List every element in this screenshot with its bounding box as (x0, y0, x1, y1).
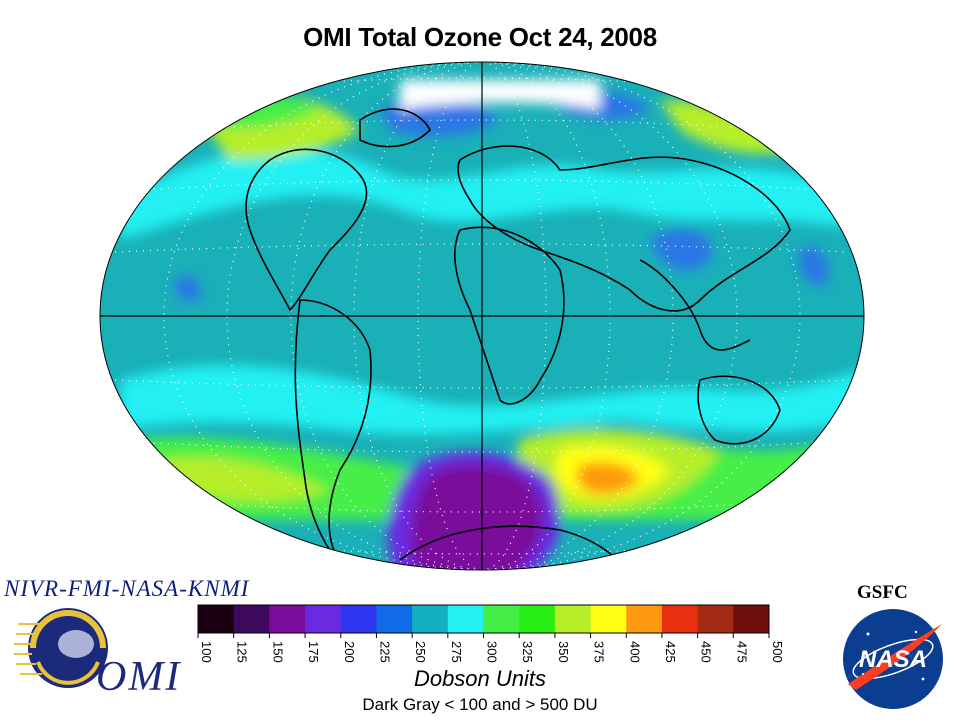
gsfc-label: GSFC (857, 582, 908, 603)
colorbar-tick-label: 175 (306, 641, 321, 663)
colorbar-swatch (733, 605, 770, 633)
colorbar-swatches (198, 605, 770, 633)
range-note: Dark Gray < 100 and > 500 DU (362, 695, 598, 714)
colorbar-tick-label: 125 (235, 641, 250, 663)
colorbar-tick-label: 200 (342, 641, 357, 663)
colorbar-tick-label: 250 (413, 641, 428, 663)
nasa-logo-text: NASA (859, 646, 927, 673)
colorbar-tick-label: 500 (770, 641, 785, 663)
map-title: OMI Total Ozone Oct 24, 2008 (303, 22, 657, 52)
colorbar-swatch (198, 605, 235, 633)
omi-logo (14, 608, 108, 688)
colorbar-swatch (554, 605, 592, 633)
units-label: Dobson Units (413, 666, 547, 691)
colorbar-tick-label: 150 (270, 641, 285, 663)
colorbar-swatch (483, 605, 520, 633)
colorbar-swatch (412, 605, 449, 633)
colorbar-swatch (590, 605, 627, 633)
colorbar-swatch (305, 605, 342, 633)
colorbar-tick-label: 450 (699, 641, 714, 663)
colorbar-tick-label: 275 (449, 641, 464, 663)
colorbar-tick-label: 475 (734, 641, 749, 663)
colorbar-swatch (626, 605, 663, 633)
colorbar-swatch (376, 605, 413, 633)
colorbar-tick-label: 300 (485, 641, 500, 663)
colorbar-tick-label: 375 (592, 641, 607, 663)
colorbar-tick-label: 350 (556, 641, 571, 663)
colorbar-tick-label: 425 (663, 641, 678, 663)
colorbar-swatch (233, 605, 270, 633)
globe-outline (99, 61, 865, 571)
colorbar-swatch (661, 605, 699, 633)
colorbar-tick-label: 400 (627, 641, 642, 663)
consortium-label: NIVR-FMI-NASA-KNMI (4, 576, 250, 601)
colorbar-ticks: 100 125 150 175 200 225 250 275 300 325 350 375 400 4… (197, 633, 785, 663)
colorbar-swatch (340, 605, 377, 633)
colorbar-tick-label: 325 (520, 641, 535, 663)
omi-logo-text: OMI (96, 654, 182, 700)
colorbar-swatch (519, 605, 556, 633)
colorbar-tick-label: 100 (199, 641, 214, 663)
colorbar-swatch (447, 605, 484, 633)
colorbar-swatch (697, 605, 734, 633)
colorbar-tick-label: 225 (377, 641, 392, 663)
colorbar-swatch (269, 605, 306, 633)
nasa-logo: NASA (843, 609, 943, 709)
